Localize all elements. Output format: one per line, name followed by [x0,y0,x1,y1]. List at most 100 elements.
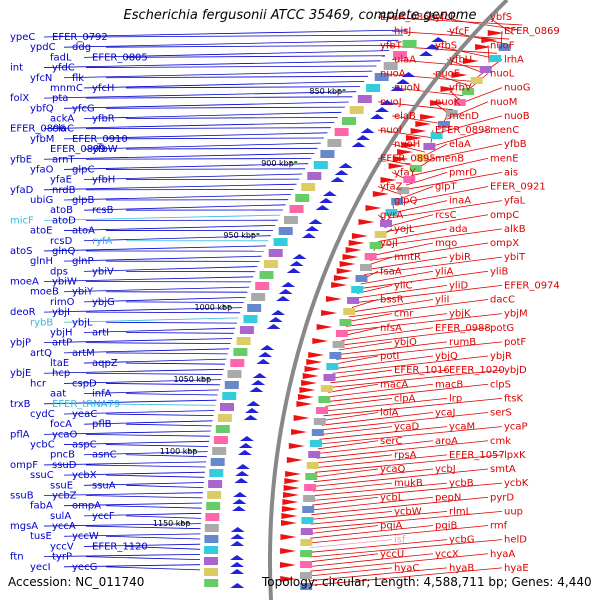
label-connector [398,186,434,200]
forward-gene-arrow [305,226,320,231]
label-connector [125,86,361,89]
tick-label: 850 kbp [310,87,343,96]
gene-label-sulA: sulA [50,511,71,522]
cog-block-right [302,506,315,513]
gene-label-yfbM: yfbM [30,134,54,145]
label-connector [395,186,489,205]
gene-label-ybjR: ybjR [490,351,512,362]
label-connector [323,397,503,417]
label-connector [377,186,402,195]
label-connector [63,39,399,48]
forward-gene-arrow [360,128,375,133]
cog-block-left [320,150,335,158]
forward-gene-arrow [230,541,245,546]
label-connector [83,327,236,333]
forward-gene-arrow [281,282,296,287]
label-connector [324,397,448,412]
cog-block-right [306,462,319,469]
reverse-gene-arrow [348,240,365,246]
forward-gene-arrow [278,289,293,294]
gene-label-EFER_0988: EFER_0988 [435,323,491,334]
cog-block-left [230,359,245,367]
cog-block-right [303,495,316,502]
label-connector [340,327,489,346]
cog-block-right [300,528,313,535]
gene-label-ycbK: ycbK [504,478,529,489]
reverse-gene-arrow [299,387,316,393]
label-connector [311,496,489,516]
label-connector [43,183,297,191]
gene-label-pqiB: pqiB [435,521,457,532]
label-connector [377,129,435,139]
gene-label-yfbH: yfbH [92,175,115,186]
cog-block-left [217,414,232,422]
gene-label-nuoK: nuoK [435,97,461,108]
cog-block-left [273,238,288,246]
reverse-gene-arrow [342,254,359,260]
label-connector [105,413,214,416]
label-connector [446,30,506,45]
gene-label-cydC: cydC [30,409,55,420]
label-connector [333,355,434,370]
label-connector [63,379,222,384]
label-connector [312,482,448,497]
reverse-gene-arrow [351,233,368,239]
gene-label-pqiA: pqiA [380,521,402,532]
gene-label-artQ: artQ [30,348,52,359]
cog-block-left [207,491,222,499]
label-connector [312,482,393,492]
label-connector [125,393,218,396]
label-connector [327,383,434,398]
gene-label-pta: pta [52,93,68,104]
gene-label-clpS: clpS [490,379,511,390]
gene-label-pflA: pflA [10,429,30,440]
gene-label-dps: dps [50,266,68,277]
reverse-gene-arrow [280,576,297,582]
label-connector [310,567,393,577]
label-connector [319,426,448,440]
gene-label-macB: macB [435,379,463,390]
label-connector [83,111,342,119]
gene-label-ybfS: ybfS [490,12,512,23]
gene-label-EFER_0805: EFER_0805 [92,52,148,63]
gene-label-yojI: yojI [380,238,398,249]
gene-label-glpC: glpC [72,164,94,175]
tick-label: 1050 kbp [174,375,212,384]
cog-block-left [227,370,242,378]
cog-block-left [366,84,381,92]
label-connector [310,510,503,530]
gene-label-yliD: yliD [449,280,468,291]
label-connector [353,284,503,304]
cog-block-right [316,407,328,414]
gene-label-yliC: yliC [394,280,412,291]
cog-block-left [243,315,258,323]
gene-label-cmr: cmr [394,309,414,320]
cog-block-left [236,337,251,345]
gene-label-cmk: cmk [490,436,511,447]
gene-label-flk: flk [72,73,84,84]
label-connector [328,383,379,393]
forward-gene-arrow [292,254,307,259]
reverse-gene-arrow [306,359,323,365]
gene-label-hcp: hcp [52,368,70,379]
gene-label-nuoJ: nuoJ [380,97,402,108]
gene-label-menB: menB [435,153,464,164]
cog-block-right [416,154,429,161]
cog-block-right [360,264,372,271]
label-connector [83,204,286,211]
label-connector [436,115,503,134]
forward-gene-arrow [237,450,252,455]
label-connector [43,523,201,527]
right-gene-labels: EFER_0866 yfcE ybfS hisJ yfcF EFER_0869 yfbT yf… [380,12,560,574]
gene-label-EFER_tRNA79: EFER_tRNA79 [52,399,120,410]
label-connector [310,510,448,525]
cog-block-left [255,282,270,290]
gene-label-mgsA: mgsA [10,521,38,532]
label-connector [43,338,233,344]
cog-block-right [498,44,511,51]
gene-label-ycaO: ycaO [52,429,78,440]
label-connector [85,403,216,406]
gene-label-lpxK: lpxK [504,450,526,461]
forward-gene-arrow [425,44,440,49]
gene-label-ssuD: ssuD [52,460,77,471]
